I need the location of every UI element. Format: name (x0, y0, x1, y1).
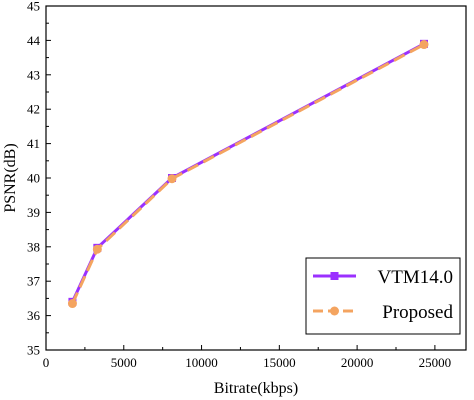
legend: VTM14.0 Proposed (305, 257, 461, 335)
data-point (167, 174, 177, 184)
legend-label: VTM14.0 (378, 267, 453, 288)
y-tick-label: 36 (27, 308, 41, 323)
x-tick-label: 10000 (185, 355, 218, 370)
x-tick-label: 15000 (263, 355, 296, 370)
y-tick-label: 39 (27, 205, 40, 220)
y-tick-label: 41 (27, 136, 40, 151)
legend-marker (330, 306, 339, 316)
y-tick-label: 35 (27, 343, 40, 358)
y-tick-label: 45 (27, 0, 40, 14)
series-proposed (67, 40, 429, 309)
y-tick-label: 42 (27, 102, 40, 117)
legend-label: Proposed (382, 302, 453, 323)
x-tick-label: 20000 (341, 355, 374, 370)
y-tick-label: 37 (27, 274, 41, 289)
series-line (71, 43, 425, 305)
data-point (92, 244, 102, 254)
data-point (419, 40, 429, 50)
x-axis-ticks: 0 5000 10000 15000 20000 25000 (43, 345, 451, 370)
x-tick-label: 25000 (419, 355, 452, 370)
legend-box (305, 257, 461, 335)
y-tick-label: 43 (27, 67, 40, 82)
y-tick-label: 40 (27, 171, 40, 186)
x-tick-label: 5000 (111, 355, 137, 370)
y-axis-title: PSNR(dB) (2, 143, 19, 212)
y-axis-ticks: 35 36 37 38 39 40 41 42 43 44 45 (27, 0, 51, 358)
x-axis-title: Bitrate(kbps) (214, 380, 298, 397)
y-tick-label: 38 (27, 239, 40, 254)
plot-area (67, 39, 429, 309)
legend-marker (330, 272, 339, 280)
x-tick-label: 0 (43, 355, 50, 370)
y-tick-label: 44 (27, 33, 41, 48)
data-point (67, 299, 77, 309)
